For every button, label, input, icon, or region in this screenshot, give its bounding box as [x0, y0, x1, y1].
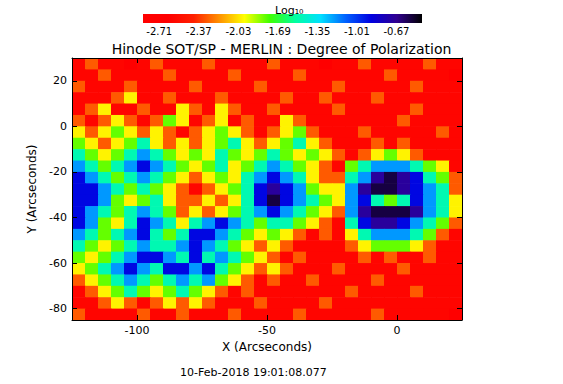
svg-text:-2.37: -2.37 [186, 26, 212, 37]
svg-text:-2.71: -2.71 [146, 26, 172, 37]
svg-text:0: 0 [60, 120, 67, 133]
svg-text:-100: -100 [125, 324, 150, 337]
svg-text:Hinode SOT/SP - MERLIN : Degre: Hinode SOT/SP - MERLIN : Degree of Polar… [112, 41, 452, 57]
svg-text:Y (Arcseconds): Y (Arcseconds) [25, 144, 39, 234]
svg-text:10-Feb-2018 19:01:08.077: 10-Feb-2018 19:01:08.077 [180, 366, 327, 379]
svg-text:-1.01: -1.01 [344, 26, 370, 37]
svg-text:-0.67: -0.67 [383, 26, 409, 37]
svg-text:-20: -20 [49, 165, 67, 178]
svg-text:-50: -50 [258, 324, 276, 337]
svg-text:0: 0 [394, 324, 401, 337]
svg-text:-60: -60 [49, 257, 67, 270]
svg-text:-1.69: -1.69 [265, 26, 291, 37]
svg-text:X (Arcseconds): X (Arcseconds) [222, 340, 312, 354]
svg-text:-40: -40 [49, 211, 67, 224]
svg-text:-1.35: -1.35 [304, 26, 330, 37]
svg-text:Log₁₀: Log₁₀ [275, 4, 304, 17]
svg-text:-80: -80 [49, 302, 67, 315]
svg-text:20: 20 [53, 74, 67, 87]
svg-text:-2.03: -2.03 [225, 26, 251, 37]
